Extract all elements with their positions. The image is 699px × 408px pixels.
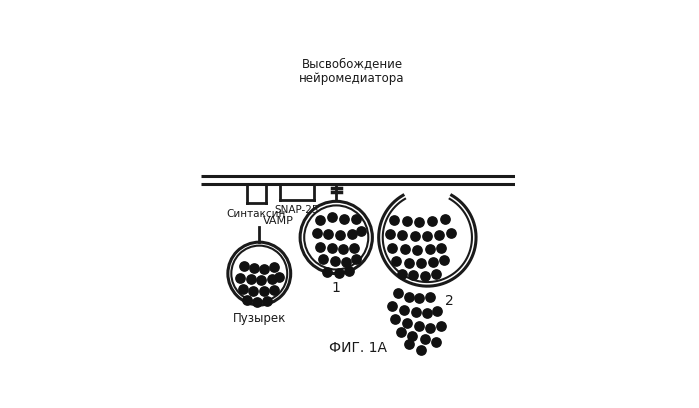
Point	[403, 341, 414, 348]
Point	[315, 244, 326, 250]
Text: VAMP: VAMP	[263, 216, 294, 226]
Point	[425, 325, 436, 331]
Point	[349, 244, 360, 251]
Point	[412, 247, 423, 253]
Point	[252, 298, 263, 305]
Point	[424, 294, 435, 300]
Point	[414, 219, 425, 226]
Point	[261, 298, 273, 304]
Point	[344, 268, 355, 275]
Point	[248, 265, 259, 271]
Point	[323, 231, 334, 237]
Point	[421, 310, 433, 317]
Text: Высвобождение
нейромедиатора: Высвобождение нейромедиатора	[299, 57, 405, 85]
Point	[322, 269, 333, 275]
Text: SNAP-25: SNAP-25	[275, 205, 319, 215]
Point	[421, 233, 432, 239]
Point	[317, 256, 329, 263]
Point	[410, 309, 421, 315]
Text: Пузырек: Пузырек	[233, 312, 286, 325]
Point	[350, 256, 361, 263]
Point	[326, 214, 337, 220]
Text: Синтаксин: Синтаксин	[226, 208, 286, 219]
Point	[426, 218, 438, 224]
Point	[424, 246, 435, 253]
Point	[439, 216, 450, 222]
Point	[415, 260, 426, 266]
Point	[399, 246, 410, 253]
Point	[387, 303, 398, 309]
Point	[333, 269, 345, 276]
Point	[387, 244, 398, 251]
Point	[403, 293, 414, 300]
Point	[432, 308, 443, 315]
Point	[347, 231, 358, 237]
Point	[338, 215, 350, 222]
Point	[389, 217, 400, 224]
Point	[329, 258, 340, 264]
Point	[238, 263, 249, 270]
Point	[273, 273, 284, 280]
Point	[259, 266, 270, 272]
Text: ФИГ. 1А: ФИГ. 1А	[329, 341, 387, 355]
Point	[395, 328, 406, 335]
Point	[431, 271, 442, 277]
Point	[436, 244, 447, 251]
Point	[392, 290, 403, 297]
Point	[403, 259, 414, 266]
Point	[315, 217, 326, 224]
Point	[390, 258, 401, 264]
Point	[414, 295, 425, 302]
Point	[259, 288, 270, 295]
Point	[396, 271, 408, 277]
Point	[384, 231, 395, 237]
Point	[356, 228, 367, 235]
Point	[338, 246, 349, 252]
Point	[435, 323, 446, 329]
Point	[390, 316, 401, 322]
Point	[419, 335, 431, 342]
Point	[431, 339, 442, 345]
Point	[266, 276, 278, 282]
Point	[415, 347, 426, 353]
Point	[241, 297, 252, 304]
Point	[401, 218, 412, 224]
Point	[407, 333, 418, 340]
Point	[256, 277, 267, 283]
Point	[268, 287, 280, 293]
Point	[438, 257, 449, 263]
Text: 1: 1	[332, 282, 340, 295]
Point	[245, 276, 257, 282]
Point	[340, 258, 352, 265]
Point	[433, 232, 445, 238]
Point	[445, 229, 456, 236]
Point	[398, 306, 410, 313]
Text: 2: 2	[445, 294, 454, 308]
Point	[401, 319, 412, 326]
Point	[350, 216, 361, 222]
Point	[268, 264, 280, 271]
Point	[396, 232, 408, 238]
Point	[409, 233, 420, 239]
Point	[247, 288, 259, 294]
Point	[311, 229, 322, 236]
Point	[427, 259, 438, 265]
Point	[419, 273, 431, 279]
Point	[326, 245, 337, 252]
Point	[237, 286, 248, 293]
Point	[408, 272, 419, 278]
Point	[335, 232, 346, 238]
Point	[235, 275, 246, 281]
Point	[413, 323, 424, 329]
